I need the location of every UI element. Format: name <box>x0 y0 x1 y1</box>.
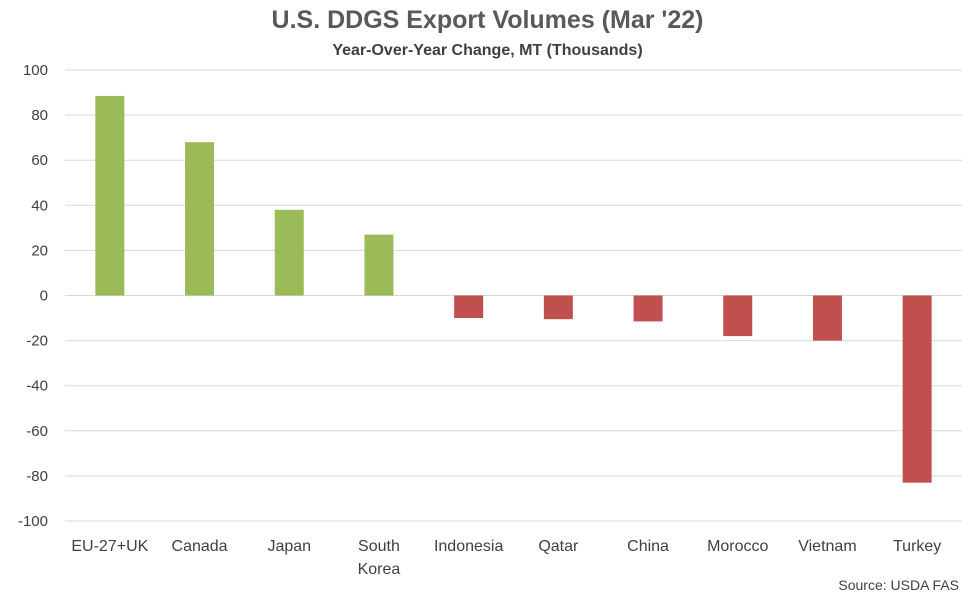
x-category-label-line: Korea <box>358 561 401 578</box>
y-tick-label: 100 <box>23 62 48 79</box>
bar <box>454 295 484 319</box>
y-tick-label: -40 <box>26 378 48 395</box>
x-category-label-line: Turkey <box>893 538 941 555</box>
x-category-label: Vietnam <box>798 538 856 555</box>
x-category-label-line: South <box>358 538 400 555</box>
x-category-label: EU-27+UK <box>71 538 148 555</box>
chart-subtitle: Year-Over-Year Change, MT (Thousands) <box>332 42 643 59</box>
x-category-label-line: Morocco <box>707 538 768 555</box>
x-category-label: China <box>627 538 669 555</box>
y-tick-label: -100 <box>18 513 48 530</box>
x-category-label-line: Japan <box>267 538 311 555</box>
x-category-label: Japan <box>267 538 311 555</box>
bar <box>723 295 753 337</box>
y-tick-label: 0 <box>40 288 48 305</box>
y-tick-label: 40 <box>31 197 48 214</box>
bar <box>364 234 394 296</box>
x-category-label: Qatar <box>538 538 579 555</box>
x-category-label-line: EU-27+UK <box>71 538 148 555</box>
bar <box>95 95 125 296</box>
y-axis-ticks: 100 80 60 40 20 0 -20 -40 -60 -80 -100 <box>18 62 48 530</box>
bar <box>633 295 663 322</box>
x-category-label: Morocco <box>707 538 768 555</box>
x-category-label-line: Vietnam <box>798 538 856 555</box>
y-tick-label: 60 <box>31 152 48 169</box>
x-category-label-line: Canada <box>172 538 228 555</box>
x-category-label: Canada <box>172 538 228 555</box>
bar <box>543 295 573 320</box>
gridlines <box>65 69 962 522</box>
y-tick-label: -60 <box>26 423 48 440</box>
x-category-label-line: China <box>627 538 669 555</box>
source-note: Source: USDA FAS <box>838 577 959 593</box>
x-category-label-line: Indonesia <box>434 538 503 555</box>
y-tick-label: -80 <box>26 468 48 485</box>
bar <box>185 142 215 296</box>
x-category-label: South Korea <box>358 538 401 578</box>
bar <box>902 295 932 483</box>
x-category-label-line: Qatar <box>538 538 579 555</box>
bar <box>812 295 842 341</box>
x-axis-categories: EU-27+UK Canada Japan South Korea Indonesia Qa… <box>71 538 941 578</box>
y-tick-label: 20 <box>31 242 48 259</box>
bars <box>95 95 932 483</box>
chart-title: U.S. DDGS Export Volumes (Mar '22) <box>271 6 704 34</box>
bar <box>274 209 304 296</box>
x-category-label: Turkey <box>893 538 941 555</box>
x-category-label: Indonesia <box>434 538 503 555</box>
y-tick-label: 80 <box>31 107 48 124</box>
y-tick-label: -20 <box>26 333 48 350</box>
